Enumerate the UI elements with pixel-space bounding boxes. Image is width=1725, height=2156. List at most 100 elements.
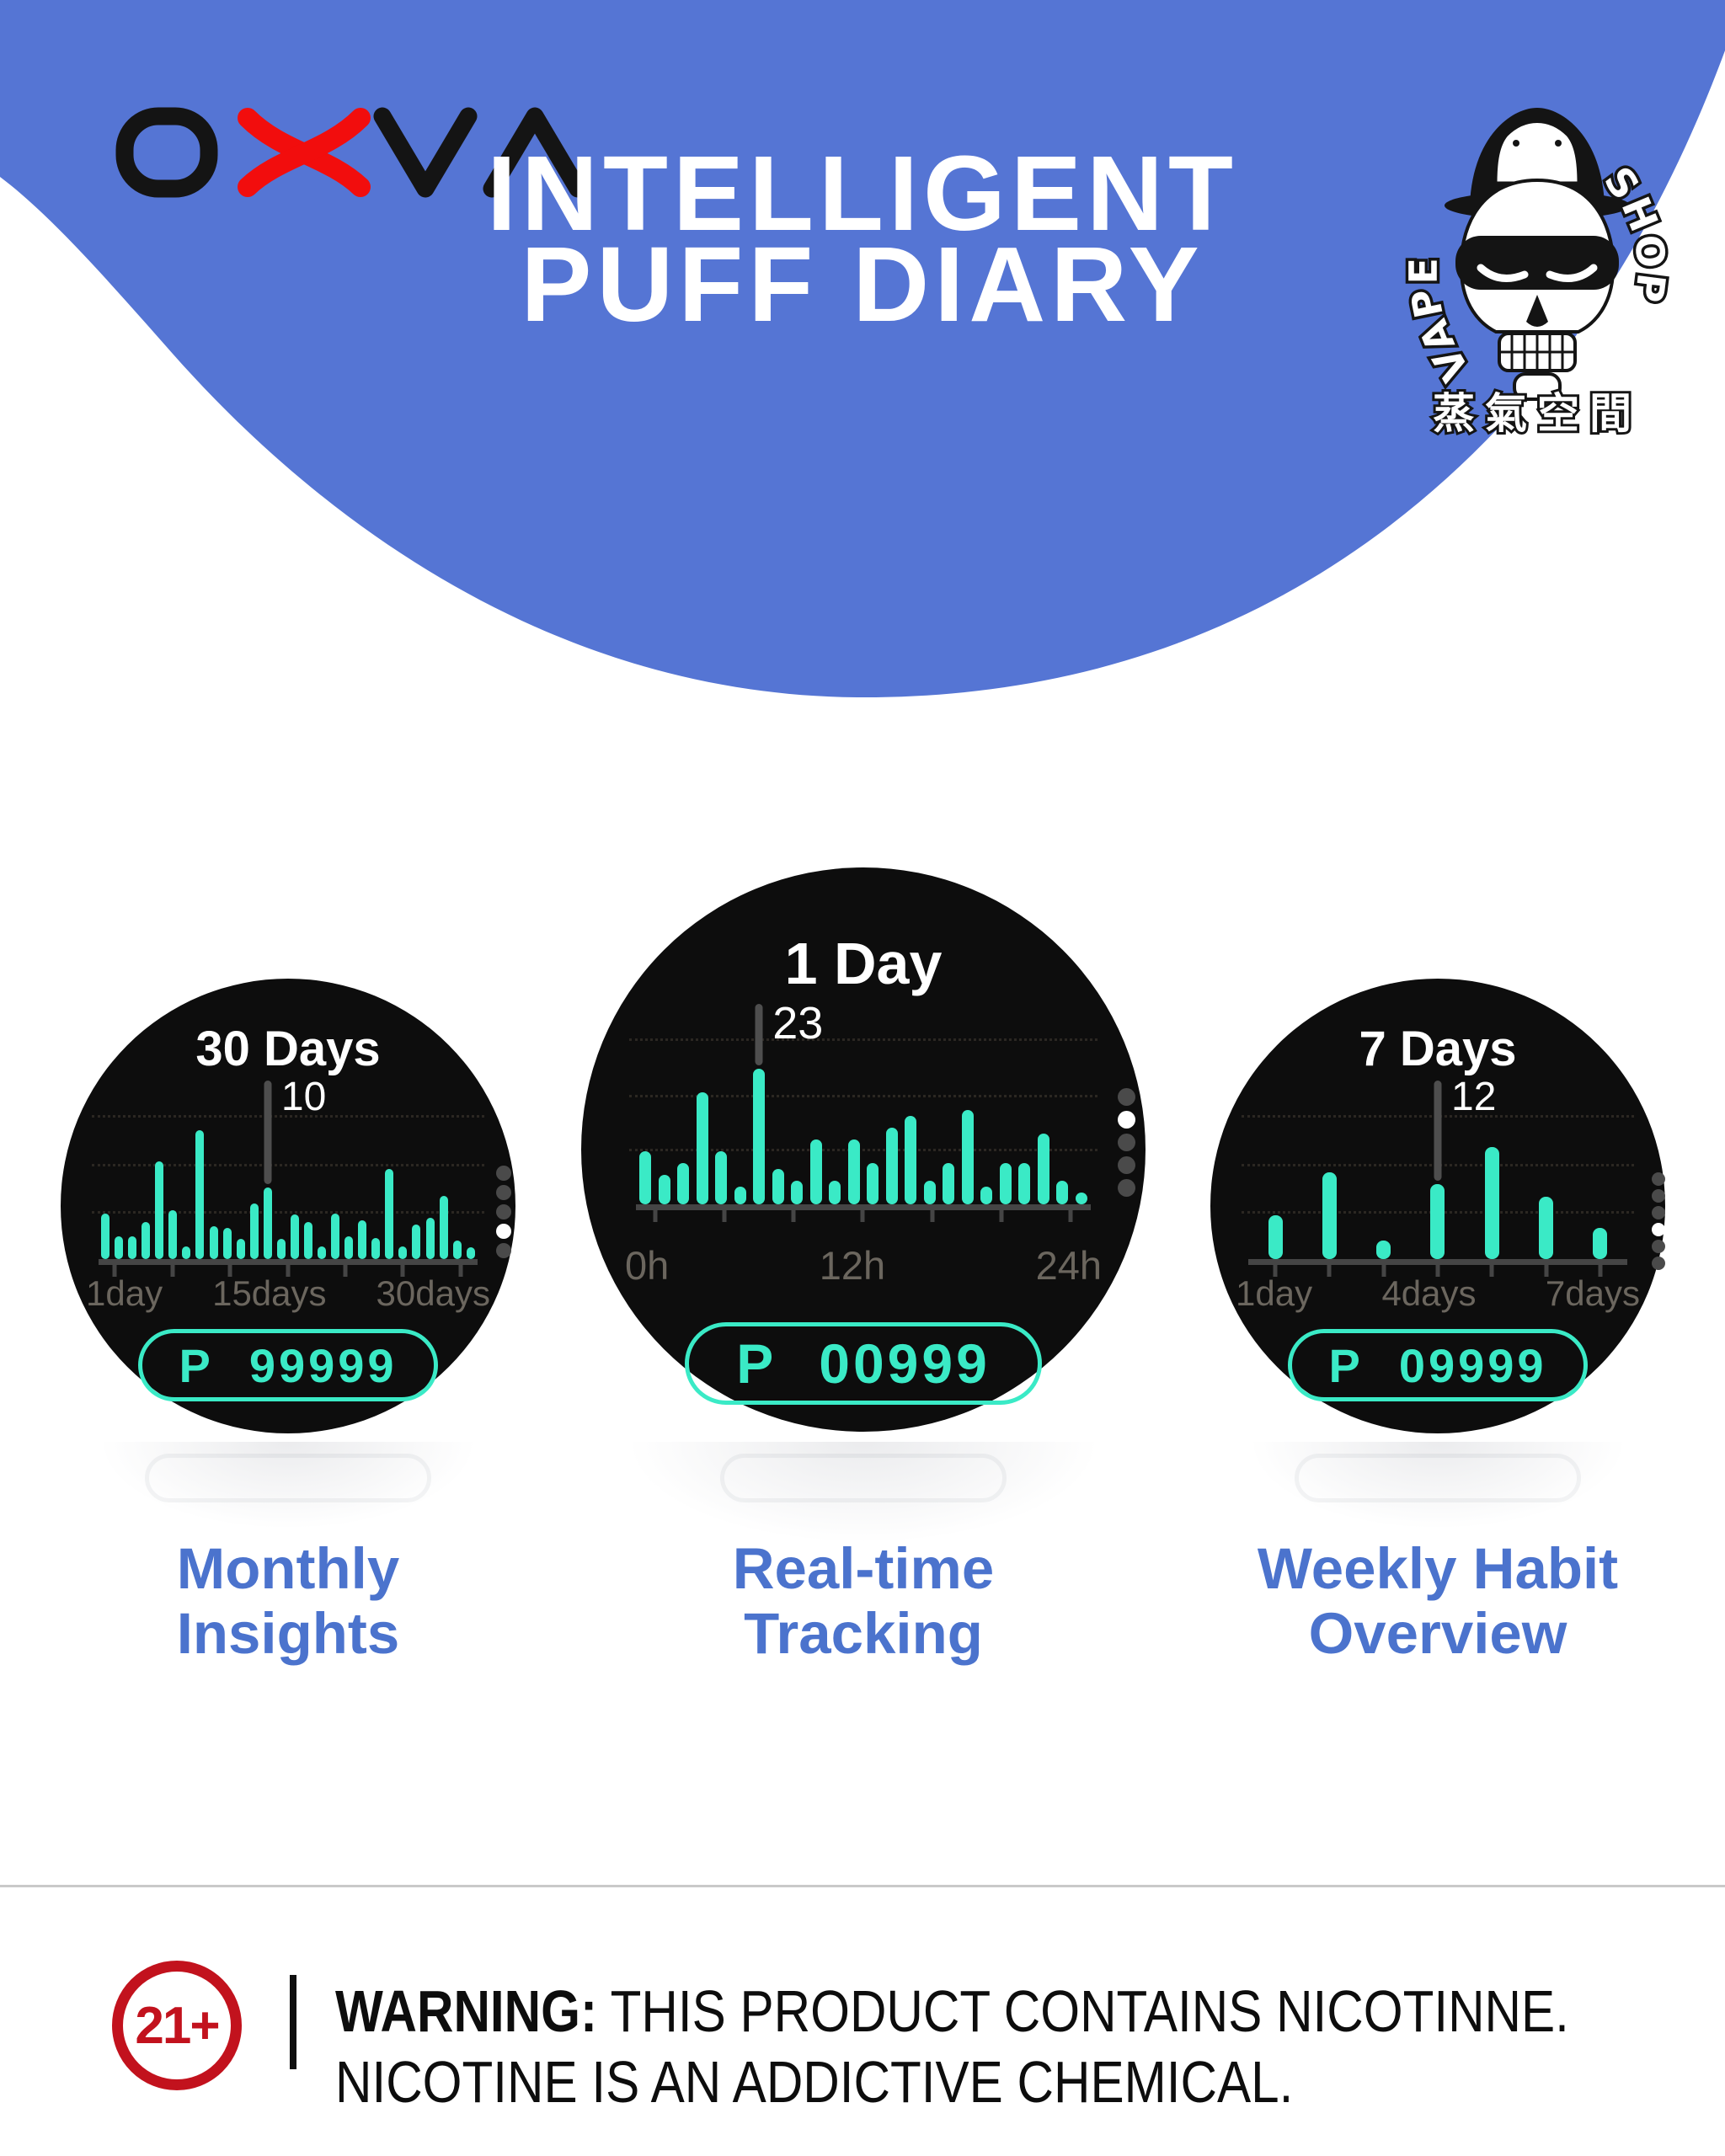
warning-sentence-2: NICOTINE IS AN ADDICTIVE CHEMICAL. bbox=[335, 2049, 1294, 2115]
page-indicator-dot bbox=[1652, 1223, 1665, 1236]
chart-bar bbox=[1593, 1228, 1608, 1259]
page-indicator-dot bbox=[496, 1166, 511, 1181]
puff-count: 99999 bbox=[248, 1338, 398, 1392]
x-axis-ticks bbox=[636, 1204, 1091, 1222]
chart-bar bbox=[1056, 1181, 1069, 1204]
axis-tick bbox=[458, 1265, 463, 1277]
warning-text: WARNING: THIS PRODUCT CONTAINS NICOTINNE… bbox=[335, 1976, 1569, 2117]
axis-tick bbox=[343, 1265, 348, 1277]
chart-bar bbox=[905, 1116, 917, 1204]
bars bbox=[1248, 1116, 1627, 1259]
cursor-value: 12 bbox=[1451, 1075, 1497, 1119]
gridline bbox=[92, 1114, 484, 1118]
chart-bar bbox=[943, 1163, 955, 1204]
page-indicator-dot bbox=[496, 1243, 511, 1258]
puff-bar-chart-7-days: 12 bbox=[1242, 1075, 1634, 1277]
chart-bar bbox=[1075, 1193, 1087, 1204]
caption-line: Weekly Habit bbox=[1257, 1536, 1619, 1601]
chart-bar bbox=[961, 1110, 974, 1204]
page-indicator-dot bbox=[1652, 1172, 1665, 1186]
puff-prefix: P bbox=[736, 1332, 777, 1395]
gridline bbox=[92, 1163, 484, 1166]
x-label: 7days bbox=[1545, 1273, 1640, 1313]
axis-tick bbox=[1435, 1265, 1440, 1277]
chart-bar bbox=[696, 1092, 708, 1204]
page-title: INTELLIGENT PUFF DIARY bbox=[0, 141, 1725, 338]
caption-line: Overview bbox=[1308, 1601, 1567, 1666]
chart-bar bbox=[358, 1220, 367, 1259]
chart-bar bbox=[791, 1181, 804, 1204]
page-indicator-dot bbox=[1652, 1189, 1665, 1203]
page-indicator-dot bbox=[1118, 1111, 1135, 1129]
page-indicator-dot bbox=[1652, 1240, 1665, 1253]
warning-line-2: NICOTINE IS AN ADDICTIVE CHEMICAL. bbox=[335, 2047, 1422, 2117]
x-label: 0h bbox=[625, 1243, 670, 1288]
chart-bar bbox=[1018, 1163, 1031, 1204]
chart-bar bbox=[209, 1225, 218, 1259]
bars bbox=[636, 1039, 1091, 1204]
reflection-ghost bbox=[145, 1454, 431, 1502]
gridline bbox=[629, 1038, 1097, 1041]
x-axis-ticks bbox=[99, 1259, 478, 1277]
axis-tick bbox=[791, 1210, 796, 1222]
warning-label: WARNING: bbox=[335, 1978, 597, 2044]
axis-tick bbox=[112, 1265, 117, 1277]
gridline bbox=[92, 1210, 484, 1214]
chart-bar bbox=[249, 1203, 259, 1259]
chart-bar bbox=[772, 1169, 784, 1204]
chart-bar bbox=[115, 1235, 124, 1259]
chart-bar bbox=[847, 1139, 860, 1204]
chart-bar bbox=[168, 1210, 178, 1259]
page-indicator-dot bbox=[1118, 1179, 1135, 1197]
chart-bar bbox=[923, 1181, 936, 1204]
axis-tick bbox=[400, 1265, 405, 1277]
chart-bar bbox=[829, 1181, 841, 1204]
caption-monthly-insights: Monthly Insights bbox=[61, 1536, 515, 1666]
chart-bar bbox=[195, 1130, 205, 1259]
chart-bar bbox=[1322, 1171, 1337, 1259]
chart-bar bbox=[734, 1187, 746, 1204]
chart-bar bbox=[412, 1225, 421, 1259]
page-indicator bbox=[496, 1166, 511, 1258]
axis-tick bbox=[1381, 1265, 1386, 1277]
chart-bar bbox=[867, 1163, 879, 1204]
page-indicator bbox=[1652, 1172, 1665, 1270]
axis-tick bbox=[1598, 1265, 1603, 1277]
axis-tick bbox=[1273, 1265, 1278, 1277]
cursor-line bbox=[1434, 1081, 1442, 1182]
puff-count-badge: P 09999 bbox=[1288, 1329, 1588, 1401]
age-21-label: 21+ bbox=[135, 1996, 220, 2055]
watch-reflection bbox=[1227, 1442, 1648, 1547]
puff-count: 00999 bbox=[819, 1332, 991, 1395]
cursor-line bbox=[755, 1004, 763, 1065]
chart-bar bbox=[142, 1221, 151, 1259]
chart-bar bbox=[885, 1128, 898, 1204]
warning-separator bbox=[290, 1975, 296, 2069]
chart-bar bbox=[128, 1235, 137, 1259]
footer-divider bbox=[0, 1885, 1725, 1887]
axis-tick bbox=[999, 1210, 1004, 1222]
chart-bar bbox=[101, 1213, 110, 1259]
chart-bar bbox=[1037, 1134, 1049, 1204]
x-axis-labels: 1day 4days 7days bbox=[1236, 1273, 1640, 1314]
page-indicator bbox=[1118, 1088, 1135, 1197]
axis-tick bbox=[227, 1265, 232, 1277]
x-label: 15days bbox=[212, 1273, 327, 1313]
watch-face-30-days: 30 Days 10 1day 15days 30days P 99999 bbox=[61, 979, 515, 1433]
axis-tick bbox=[860, 1210, 865, 1222]
puff-bar-chart-30-days: 10 bbox=[92, 1075, 484, 1277]
axis-tick bbox=[653, 1210, 658, 1222]
page-indicator-dot bbox=[1118, 1088, 1135, 1106]
x-label: 12h bbox=[819, 1243, 886, 1288]
x-label: 1day bbox=[86, 1273, 163, 1313]
chart-bar bbox=[425, 1217, 435, 1259]
page-indicator-dot bbox=[496, 1185, 511, 1200]
chart-bar bbox=[1430, 1184, 1445, 1259]
chart-bar bbox=[222, 1227, 232, 1259]
x-label: 1day bbox=[1236, 1273, 1313, 1313]
caption-real-time-tracking: Real-time Tracking bbox=[581, 1536, 1146, 1666]
puff-prefix: P bbox=[1328, 1338, 1364, 1392]
chart-bar bbox=[1539, 1197, 1554, 1259]
puff-count-badge: P 00999 bbox=[685, 1322, 1042, 1405]
oxva-logo bbox=[115, 107, 579, 198]
